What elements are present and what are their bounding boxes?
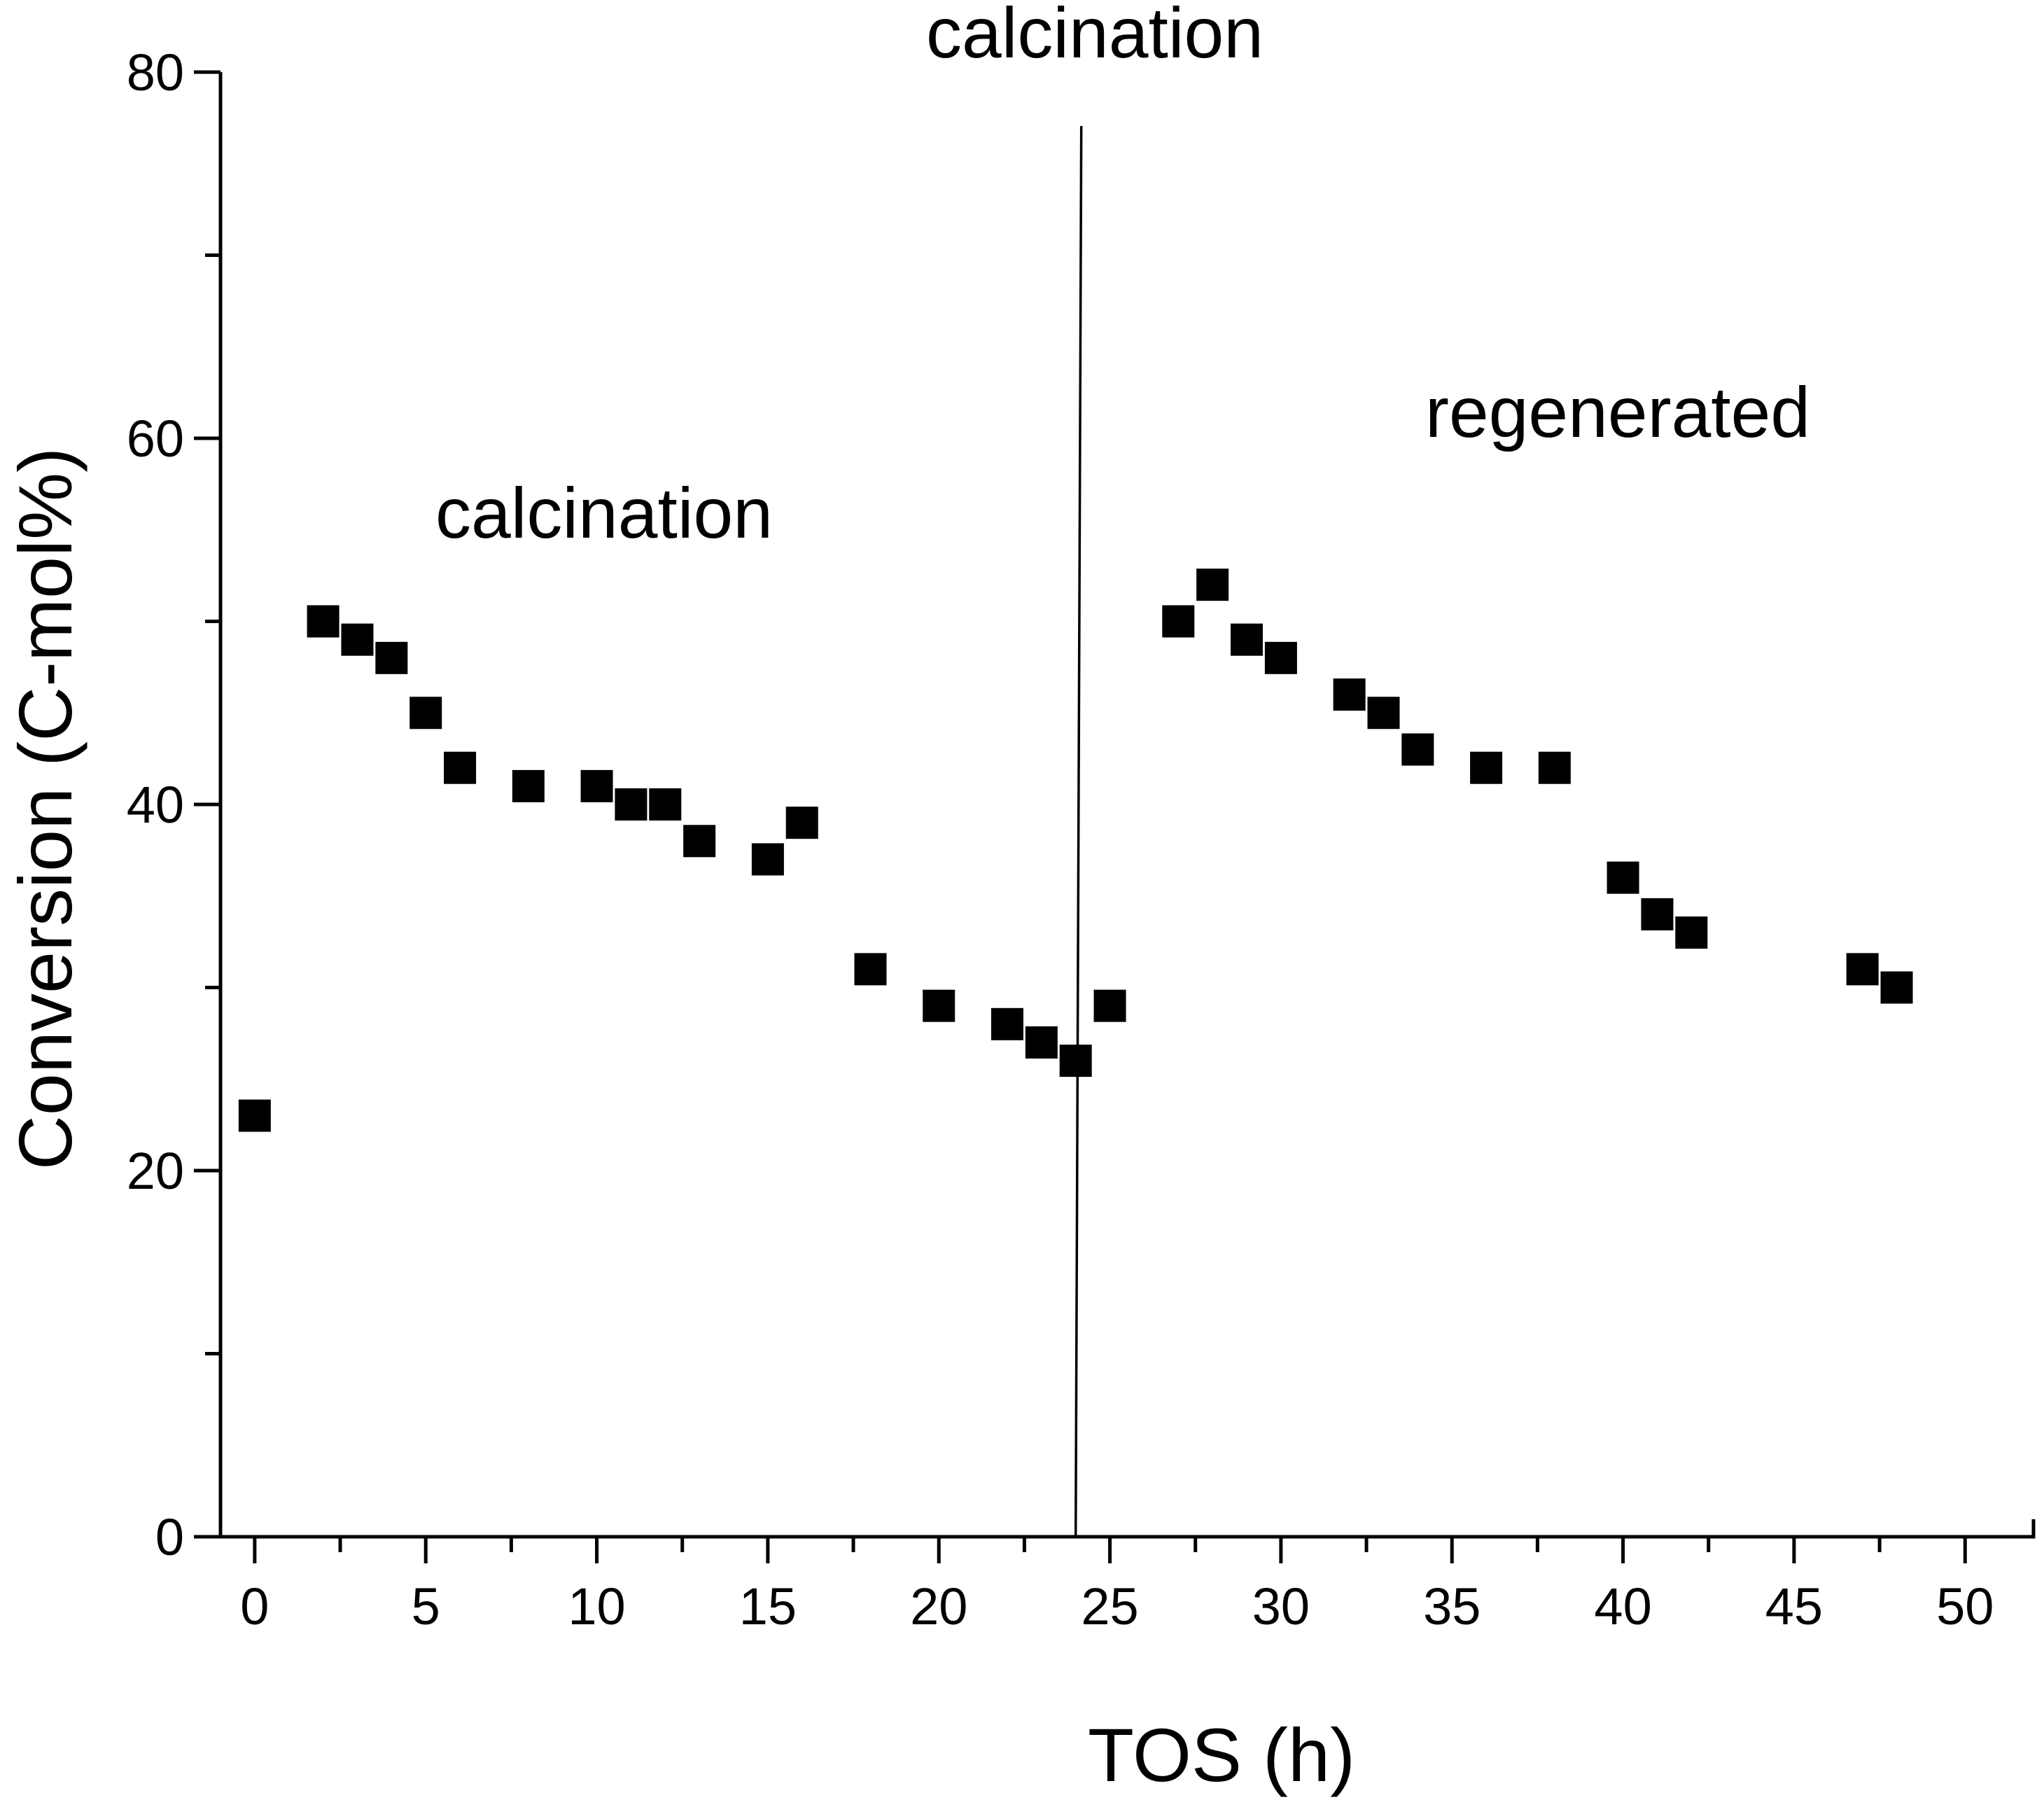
y-tick-label: 0 — [155, 1508, 184, 1566]
data-point-marker — [1162, 605, 1195, 638]
data-point-marker — [1025, 1026, 1058, 1059]
y-tick-label: 60 — [127, 410, 184, 468]
x-tick-label: 45 — [1765, 1577, 1823, 1635]
data-point-marker — [990, 1007, 1023, 1040]
x-tick-label: 40 — [1594, 1577, 1651, 1635]
ticks-layer: 0 5 10 15 20 25 30 35 40 45 50 0 20 40 60 80 — [127, 43, 1994, 1635]
data-point-marker — [1675, 916, 1708, 949]
calcination-divider-line — [1074, 125, 1083, 1537]
y-tick-label: 40 — [127, 776, 184, 834]
x-axis-title: TOS (h) — [1088, 1712, 1355, 1797]
x-tick-label: 5 — [412, 1577, 440, 1635]
data-point-marker — [785, 807, 818, 839]
data-point-marker — [1367, 697, 1400, 730]
markers-layer — [238, 568, 1913, 1132]
data-point-marker — [615, 788, 648, 821]
data-point-marker — [1333, 678, 1366, 711]
data-point-marker — [375, 641, 408, 674]
x-tick-label: 15 — [739, 1577, 797, 1635]
data-point-marker — [1641, 898, 1674, 930]
y-axis-title: Conversion (C-mol%) — [3, 447, 88, 1170]
data-point-marker — [307, 605, 340, 638]
x-tick-label: 10 — [568, 1577, 625, 1635]
data-point-marker — [1470, 751, 1503, 784]
data-point-marker — [410, 697, 442, 730]
data-point-marker — [649, 788, 682, 821]
x-tick-label: 50 — [1936, 1577, 1994, 1635]
data-point-marker — [923, 989, 955, 1022]
data-point-marker — [512, 769, 545, 802]
x-tick-label: 20 — [910, 1577, 967, 1635]
x-tick-label: 30 — [1252, 1577, 1310, 1635]
data-point-marker — [751, 843, 784, 876]
data-point-marker — [683, 825, 716, 858]
data-point-marker — [580, 769, 613, 802]
data-point-marker — [854, 953, 887, 986]
data-point-marker — [1196, 568, 1229, 601]
annotation-left-calcination: calcination — [435, 473, 773, 553]
data-point-marker — [1401, 733, 1434, 766]
data-point-marker — [1093, 989, 1126, 1022]
data-point-marker — [1846, 953, 1879, 986]
y-tick-label: 20 — [127, 1142, 184, 1200]
annotation-regenerated: regenerated — [1425, 372, 1810, 452]
data-point-marker — [341, 623, 374, 656]
axes-frame — [218, 72, 2036, 1539]
data-point-marker — [1606, 861, 1639, 894]
annotation-top-calcination: calcination — [926, 0, 1264, 73]
data-point-marker — [444, 751, 477, 784]
data-point-marker — [1231, 623, 1264, 656]
data-point-marker — [1538, 751, 1571, 784]
data-point-marker — [1880, 971, 1913, 1004]
data-point-marker — [1264, 641, 1297, 674]
x-tick-label: 35 — [1423, 1577, 1480, 1635]
data-point-marker — [238, 1099, 271, 1132]
x-tick-label: 25 — [1081, 1577, 1138, 1635]
y-tick-label: 80 — [127, 43, 184, 102]
data-point-marker — [1059, 1045, 1092, 1077]
x-tick-label: 0 — [240, 1577, 269, 1635]
